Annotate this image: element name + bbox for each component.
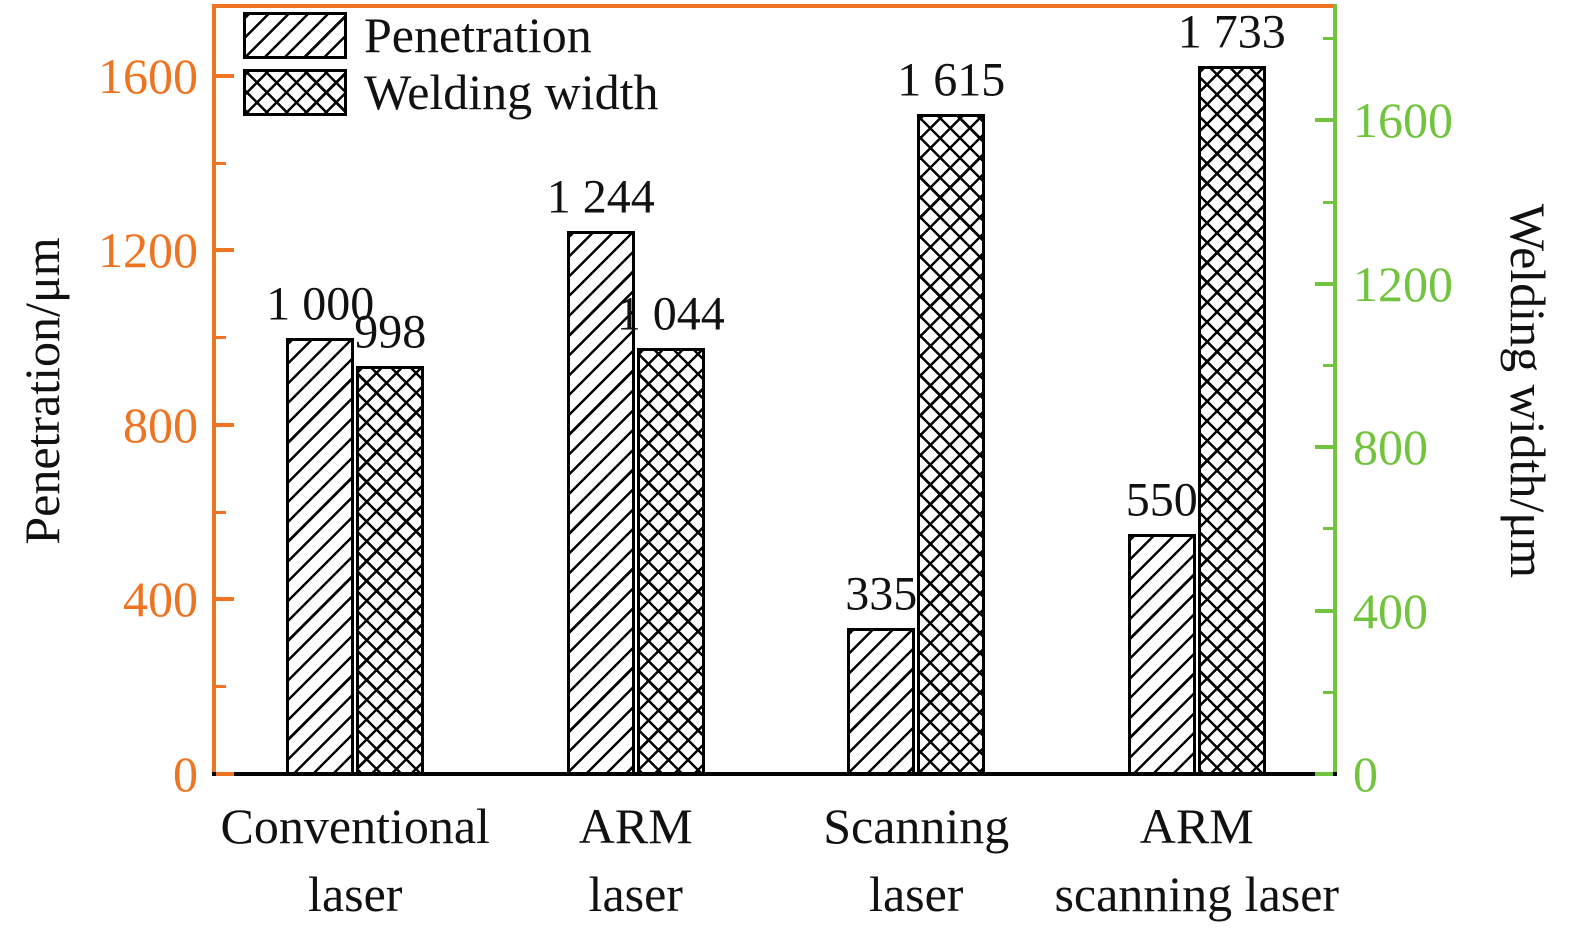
bar-welding-width-arm-laser xyxy=(636,347,705,776)
welding-width-hatch-swatch xyxy=(243,68,347,116)
right-axis-minor-tick xyxy=(1323,37,1333,41)
right-axis-title: Welding width/μm xyxy=(1500,203,1556,579)
right-axis-major-tick xyxy=(1315,445,1333,450)
bottom-axis-line xyxy=(212,772,1337,776)
value-label-welding-width-0: 998 xyxy=(354,305,427,359)
right-axis-tick-label: 1200 xyxy=(1353,255,1453,312)
bar-penetration-scanning-laser xyxy=(847,627,916,776)
right-axis-major-tick xyxy=(1315,118,1333,123)
category-label-arm-scanning-laser: ARM scanning laser xyxy=(1054,798,1340,922)
bar-welding-width-arm-scanning-laser xyxy=(1197,66,1266,776)
left-axis-major-tick xyxy=(216,422,234,427)
left-axis-line xyxy=(212,4,216,776)
left-axis-minor-tick xyxy=(216,161,226,165)
right-axis-major-tick xyxy=(1315,772,1333,776)
category-label-arm-laser: ARM laser xyxy=(578,798,693,922)
value-label-penetration-2: 335 xyxy=(845,567,918,621)
legend-label-penetration: Penetration xyxy=(364,7,592,63)
right-axis-minor-tick xyxy=(1323,363,1333,367)
legend-item-welding-width: Welding width xyxy=(243,67,659,117)
left-axis-title: Penetration/μm xyxy=(14,237,70,545)
right-axis-tick-label: 800 xyxy=(1353,419,1428,476)
right-axis-tick-label: 1600 xyxy=(1353,92,1453,149)
left-axis-tick-label: 1200 xyxy=(98,222,198,279)
legend-label-welding-width: Welding width xyxy=(364,64,659,120)
left-axis-minor-tick xyxy=(216,510,226,514)
bar-penetration-conventional-laser xyxy=(286,337,355,776)
right-axis-minor-tick xyxy=(1323,690,1333,694)
right-axis-minor-tick xyxy=(1323,200,1333,204)
left-axis-minor-tick xyxy=(216,685,226,689)
bar-welding-width-scanning-laser xyxy=(917,114,986,776)
value-label-penetration-1: 1 244 xyxy=(546,170,655,224)
category-label-scanning-laser: Scanning laser xyxy=(823,798,1010,922)
left-axis-tick-label: 400 xyxy=(123,571,198,628)
left-axis-major-tick xyxy=(216,73,234,78)
category-label-conventional-laser: Conventional laser xyxy=(220,798,490,922)
left-axis-major-tick xyxy=(216,597,234,602)
right-axis-major-tick xyxy=(1315,608,1333,613)
value-label-welding-width-3: 1 733 xyxy=(1177,5,1286,59)
left-axis-major-tick xyxy=(216,772,234,776)
top-axis-line xyxy=(212,4,1337,8)
left-axis-major-tick xyxy=(216,248,234,253)
right-axis-line xyxy=(1333,4,1337,776)
left-axis-tick-label: 800 xyxy=(123,396,198,453)
value-label-penetration-0: 1 000 xyxy=(266,277,375,331)
right-axis-tick-label: 400 xyxy=(1353,582,1428,639)
bar-penetration-arm-laser xyxy=(566,231,635,776)
bar-welding-width-conventional-laser xyxy=(356,366,425,776)
left-axis-minor-tick xyxy=(216,336,226,340)
value-label-welding-width-2: 1 615 xyxy=(897,53,1006,107)
legend: Penetration Welding width xyxy=(243,10,659,124)
value-label-welding-width-1: 1 044 xyxy=(616,287,725,341)
bar-penetration-arm-scanning-laser xyxy=(1127,534,1196,776)
penetration-hatch-swatch xyxy=(243,11,347,59)
legend-item-penetration: Penetration xyxy=(243,10,659,60)
left-axis-tick-label: 1600 xyxy=(98,47,198,104)
right-axis-major-tick xyxy=(1315,281,1333,286)
right-axis-tick-label: 0 xyxy=(1353,746,1378,802)
right-axis-minor-tick xyxy=(1323,527,1333,531)
value-label-penetration-3: 550 xyxy=(1125,473,1198,527)
left-axis-tick-label: 0 xyxy=(173,746,198,802)
